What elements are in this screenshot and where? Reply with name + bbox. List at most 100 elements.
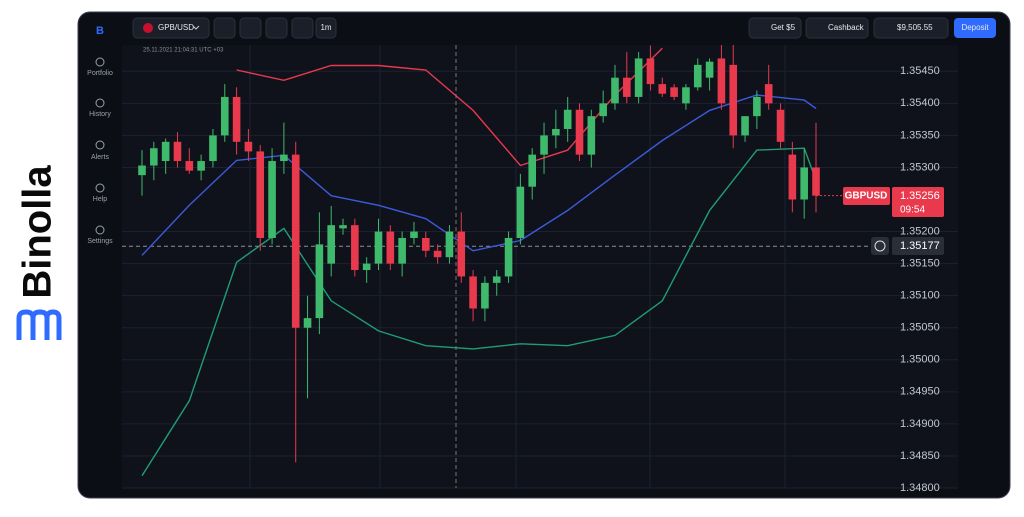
brand: Binolla bbox=[16, 165, 60, 299]
history-icon[interactable] bbox=[95, 98, 105, 108]
mini-logo: B bbox=[96, 25, 104, 37]
candle-body bbox=[670, 87, 678, 97]
settings-icon[interactable] bbox=[95, 225, 105, 235]
candle-body bbox=[150, 148, 158, 166]
candle-body bbox=[185, 161, 194, 171]
y-tick-label: 1.35150 bbox=[900, 258, 940, 270]
y-tick-label: 1.35450 bbox=[900, 65, 940, 77]
candle-body bbox=[599, 103, 607, 117]
candle-body bbox=[339, 225, 347, 229]
bonus-button[interactable] bbox=[748, 17, 802, 39]
candle-body bbox=[658, 84, 667, 94]
cashback-button[interactable] bbox=[805, 17, 869, 39]
candle-body bbox=[552, 128, 560, 136]
candle-body bbox=[398, 237, 406, 264]
candle-body bbox=[173, 141, 182, 162]
y-tick-label: 1.34900 bbox=[900, 418, 940, 430]
y-tick-label: 1.35400 bbox=[900, 97, 940, 109]
asset-select[interactable] bbox=[132, 17, 210, 39]
candle-body bbox=[469, 276, 477, 309]
candle-body bbox=[244, 141, 253, 152]
last-price: 1.35256 bbox=[900, 190, 940, 202]
symbol-box bbox=[843, 187, 890, 205]
candle-body bbox=[492, 276, 501, 283]
symbol: GBPUSD bbox=[845, 191, 888, 202]
timestamp: 25.11.2021 21:04:31 UTC +03 bbox=[143, 48, 224, 54]
bonus[interactable]: Get $5 bbox=[771, 23, 796, 32]
candle-body bbox=[303, 318, 312, 328]
candle-body bbox=[232, 96, 241, 142]
candle-body bbox=[291, 154, 300, 328]
y-tick-label: 1.35050 bbox=[900, 322, 940, 334]
nav-help[interactable]: Help bbox=[93, 196, 108, 203]
help-icon[interactable] bbox=[95, 183, 105, 193]
candle-body bbox=[197, 161, 205, 171]
candle-body bbox=[764, 84, 773, 104]
candle-body bbox=[351, 225, 359, 271]
candle-body bbox=[161, 141, 170, 162]
candle-body bbox=[729, 64, 738, 136]
indicator-button[interactable] bbox=[291, 17, 314, 39]
candle-body bbox=[220, 96, 229, 136]
nav-portfolio[interactable]: Portfolio bbox=[87, 70, 113, 77]
v-grid bbox=[249, 45, 786, 488]
candle-body bbox=[741, 116, 749, 136]
alerts-icon[interactable] bbox=[95, 140, 105, 150]
candle-body bbox=[516, 186, 525, 238]
cashback[interactable]: Cashback bbox=[828, 23, 865, 32]
candle-body bbox=[504, 237, 513, 277]
balance[interactable]: $9,505.55 bbox=[897, 23, 933, 32]
candle-body bbox=[800, 167, 808, 200]
candle-body bbox=[445, 231, 454, 258]
candle-body bbox=[611, 77, 619, 104]
y-tick-label: 1.35000 bbox=[900, 354, 940, 366]
candle-body bbox=[421, 237, 430, 251]
candle-body bbox=[776, 109, 785, 142]
add-alert[interactable] bbox=[871, 237, 889, 255]
deposit-button[interactable] bbox=[954, 18, 996, 38]
brand-icon bbox=[16, 309, 62, 340]
chart-type-button[interactable] bbox=[239, 17, 262, 39]
candle-body bbox=[362, 263, 371, 271]
chart-area bbox=[122, 45, 958, 488]
y-tick-label: 1.34850 bbox=[900, 450, 940, 462]
candle-body bbox=[457, 231, 466, 277]
grid: 1.35450 1.35400 1.35350 1.35300 1.35200 1.351… bbox=[122, 65, 958, 494]
nav-history[interactable]: History bbox=[89, 111, 111, 118]
nav-settings[interactable]: Settings bbox=[87, 238, 113, 245]
info-button[interactable] bbox=[213, 17, 236, 39]
candle-body bbox=[481, 282, 489, 309]
candle-body bbox=[623, 77, 631, 97]
candle-body bbox=[268, 161, 276, 238]
plus-icon[interactable] bbox=[874, 240, 886, 252]
plot bbox=[138, 45, 820, 477]
candle-body bbox=[705, 61, 714, 78]
candle-body bbox=[717, 58, 726, 104]
timeframe-button[interactable] bbox=[315, 17, 337, 39]
candle-body bbox=[693, 64, 702, 88]
candle-body bbox=[528, 154, 537, 187]
asset-name[interactable]: GPB/USD bbox=[158, 23, 194, 32]
candle-body bbox=[280, 154, 288, 162]
deposit[interactable]: Deposit bbox=[961, 23, 989, 32]
candle-body bbox=[540, 135, 548, 155]
candle-body bbox=[374, 231, 383, 264]
balance-button[interactable] bbox=[873, 17, 949, 39]
candle-body bbox=[138, 165, 146, 176]
draw-button[interactable] bbox=[265, 17, 288, 39]
candle-body bbox=[209, 135, 217, 162]
flag bbox=[143, 23, 153, 33]
last-price-box bbox=[892, 187, 944, 217]
candle-body bbox=[256, 151, 265, 238]
portfolio-icon[interactable] bbox=[95, 57, 105, 67]
nav-alerts[interactable]: Alerts bbox=[91, 154, 109, 161]
candle-body bbox=[386, 231, 395, 264]
chevron bbox=[192, 25, 200, 30]
timeframe[interactable]: 1m bbox=[320, 23, 331, 32]
candle-body bbox=[753, 96, 761, 117]
candle-body bbox=[433, 250, 442, 258]
y-tick-label: 1.35350 bbox=[900, 129, 940, 141]
y-tick-label: 1.34950 bbox=[900, 386, 940, 398]
candle-body bbox=[682, 87, 690, 104]
